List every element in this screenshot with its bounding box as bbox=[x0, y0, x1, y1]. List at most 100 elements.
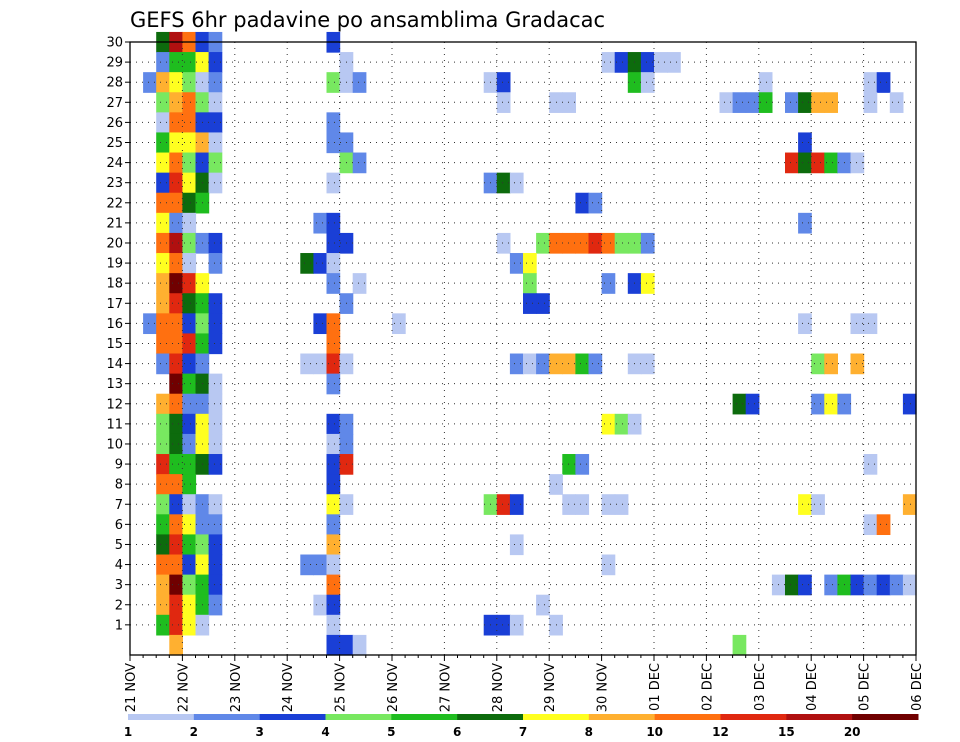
heatmap-cell bbox=[143, 313, 157, 335]
x-tick-label: 28 NOV bbox=[491, 663, 506, 712]
heatmap-cell bbox=[863, 574, 878, 596]
heatmap-cell bbox=[562, 353, 576, 375]
heatmap-cell bbox=[496, 614, 511, 636]
y-tick-label: 24 bbox=[106, 156, 123, 171]
heatmap-cell bbox=[208, 172, 223, 194]
colorbar-swatch bbox=[588, 714, 656, 720]
heatmap-cell bbox=[562, 232, 576, 254]
heatmap-cell bbox=[902, 574, 917, 596]
x-tick-label: 23 NOV bbox=[229, 663, 244, 712]
heatmap-cell bbox=[798, 574, 812, 596]
heatmap-cell bbox=[575, 454, 590, 475]
heatmap-cell bbox=[169, 72, 183, 93]
heatmap-cell bbox=[300, 554, 314, 576]
heatmap-cell bbox=[575, 353, 590, 375]
y-tick-label: 12 bbox=[106, 397, 123, 412]
heatmap-cell bbox=[811, 393, 825, 415]
heatmap-cell bbox=[169, 373, 183, 395]
heatmap-cell bbox=[208, 433, 223, 455]
heatmap-cell bbox=[640, 72, 655, 93]
heatmap-cell bbox=[182, 192, 197, 214]
heatmap-cell bbox=[588, 232, 603, 254]
heatmap-cell bbox=[732, 393, 747, 415]
heatmap-cell bbox=[156, 614, 170, 636]
y-tick-label: 18 bbox=[106, 277, 123, 292]
heatmap-cell bbox=[156, 433, 170, 455]
heatmap-cell bbox=[601, 554, 616, 576]
heatmap-cell bbox=[496, 72, 511, 93]
colorbar-swatch bbox=[852, 714, 919, 720]
heatmap-cell bbox=[182, 494, 197, 515]
heatmap-cell bbox=[614, 413, 629, 435]
colorbar-label: 10 bbox=[646, 725, 663, 739]
heatmap-cell bbox=[326, 333, 341, 355]
heatmap-cell bbox=[208, 393, 223, 415]
heatmap-cell bbox=[850, 574, 865, 596]
heatmap-cell bbox=[208, 373, 223, 395]
heatmap-cell bbox=[156, 474, 170, 495]
heatmap-cell bbox=[640, 52, 655, 73]
y-tick-label: 21 bbox=[106, 216, 123, 231]
heatmap-cell bbox=[509, 534, 524, 556]
colorbar-label: 6 bbox=[453, 725, 461, 739]
y-tick-label: 1 bbox=[115, 618, 123, 633]
heatmap-cell bbox=[156, 232, 170, 254]
heatmap-cell bbox=[169, 634, 183, 656]
colorbar-label: 4 bbox=[321, 725, 329, 739]
heatmap-cell bbox=[798, 313, 812, 335]
y-tick-label: 7 bbox=[115, 498, 123, 513]
colorbar-label: 20 bbox=[844, 725, 861, 739]
heatmap-cell bbox=[169, 474, 183, 495]
heatmap-cell bbox=[654, 52, 668, 73]
y-tick-label: 16 bbox=[106, 317, 123, 332]
heatmap-cell bbox=[536, 232, 550, 254]
heatmap-cell bbox=[562, 92, 576, 113]
heatmap-cell bbox=[326, 433, 341, 455]
y-tick-label: 5 bbox=[115, 538, 123, 553]
heatmap-cell bbox=[182, 232, 197, 254]
heatmap-cell bbox=[169, 393, 183, 415]
heatmap-cell bbox=[156, 112, 170, 134]
heatmap-cell bbox=[169, 333, 183, 355]
heatmap-cell bbox=[208, 454, 223, 475]
heatmap-cell bbox=[156, 333, 170, 355]
heatmap-cell bbox=[156, 212, 170, 234]
heatmap-cell bbox=[182, 474, 197, 495]
heatmap-cell bbox=[601, 232, 616, 254]
heatmap-cell bbox=[169, 232, 183, 254]
y-tick-label: 23 bbox=[106, 176, 123, 191]
heatmap-cell bbox=[785, 92, 799, 113]
heatmap-cell bbox=[182, 574, 197, 596]
heatmap-cell bbox=[732, 634, 747, 656]
heatmap-cell bbox=[208, 554, 223, 576]
heatmap-cell bbox=[208, 293, 223, 314]
heatmap-cell bbox=[732, 92, 747, 113]
heatmap-cell bbox=[156, 192, 170, 214]
heatmap-cell bbox=[876, 72, 891, 93]
heatmap-cell bbox=[496, 494, 511, 515]
heatmap-cell bbox=[850, 313, 865, 335]
heatmap-cell bbox=[798, 152, 812, 174]
x-tick-label: 04 DEC bbox=[805, 663, 820, 711]
x-tick-label: 06 DEC bbox=[910, 663, 925, 711]
heatmap-cell bbox=[536, 353, 550, 375]
x-tick-label: 27 NOV bbox=[438, 663, 453, 712]
colorbar-swatch bbox=[786, 714, 853, 720]
colorbar-label: 5 bbox=[387, 725, 395, 739]
heatmap-cell bbox=[326, 172, 341, 194]
heatmap-cell bbox=[156, 92, 170, 113]
heatmap-cell bbox=[745, 92, 760, 113]
heatmap-cell bbox=[496, 232, 511, 254]
heatmap-cell bbox=[798, 132, 812, 154]
heatmap-cell bbox=[182, 393, 197, 415]
heatmap-cell bbox=[169, 534, 183, 556]
heatmap-cell bbox=[575, 494, 590, 515]
heatmap-cell bbox=[326, 614, 341, 636]
heatmap-cell bbox=[523, 253, 537, 274]
heatmap-cell bbox=[523, 273, 537, 294]
x-tick-label: 25 NOV bbox=[334, 663, 349, 712]
heatmap-cell bbox=[352, 634, 367, 656]
heatmap-cell bbox=[575, 192, 590, 214]
y-tick-label: 30 bbox=[106, 36, 123, 51]
chart-title: GEFS 6hr padavine po ansamblima Gradacac bbox=[130, 8, 605, 32]
